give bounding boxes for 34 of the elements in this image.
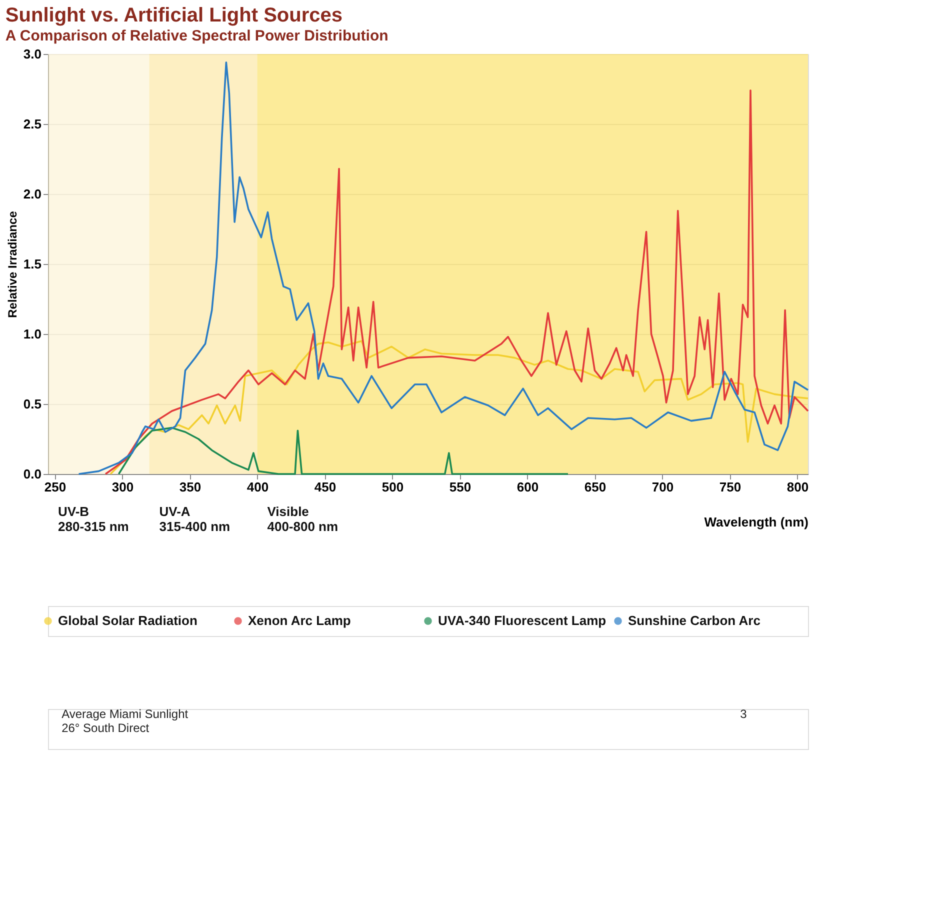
x-tick-label: 650: [584, 480, 606, 494]
y-tick-label: 2.5: [23, 116, 42, 132]
x-axis-title: Wavelength (nm): [704, 514, 808, 530]
band-label: UV-B 280-315 nm: [58, 504, 129, 534]
x-tick-label: 500: [382, 480, 404, 494]
y-axis-title: Relative Irradiance: [5, 210, 20, 318]
x-tick-label: 600: [516, 480, 539, 494]
text: Average Miami Sunlight 26° South Direct: [62, 707, 189, 735]
legend-label: Global Solar Radiation: [58, 613, 198, 628]
y-tick-label: 0.0: [23, 466, 42, 482]
y-tick-label: 2.0: [23, 186, 42, 202]
legend-label: Xenon Arc Lamp: [248, 613, 351, 628]
x-tick-label: 300: [112, 480, 134, 494]
x-tick-label: 250: [44, 480, 66, 494]
x-tick-label: 550: [449, 480, 472, 494]
x-tick-label: 400: [246, 480, 269, 494]
band-label: UV-A 315-400 nm: [159, 504, 230, 534]
text: 3: [740, 707, 748, 721]
x-tick-label: 700: [652, 480, 674, 494]
chart-title: Sunlight vs. Artificial Light Sources: [5, 4, 343, 26]
line-series: [118, 426, 569, 475]
legend-label: Sunshine Carbon Arc: [628, 613, 760, 628]
x-tick-label: 750: [719, 480, 742, 494]
legend-label: UVA-340 Fluorescent Lamp: [438, 613, 606, 628]
chart-subtitle: A Comparison of Relative Spectral Power Distribution: [5, 28, 388, 44]
band-label: Visible 400-800 nm: [267, 504, 338, 534]
x-tick-label: 450: [314, 480, 336, 494]
line-series: [110, 340, 809, 475]
y-tick-label: 3.0: [23, 46, 42, 62]
x-tick-label: 350: [179, 480, 202, 494]
y-tick-label: 0.5: [23, 396, 42, 412]
y-tick-label: 1.0: [23, 326, 42, 342]
y-tick-label: 1.5: [23, 256, 42, 272]
x-tick-label: 800: [786, 480, 809, 494]
